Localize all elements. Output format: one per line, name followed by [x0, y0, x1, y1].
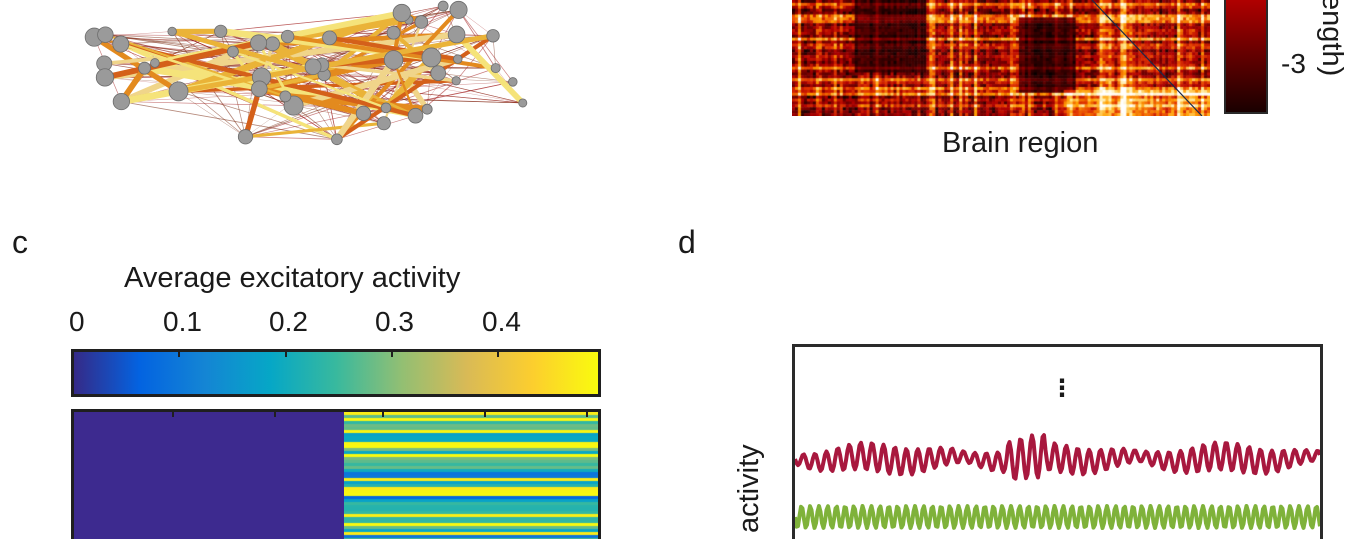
network-node [305, 59, 321, 75]
network-node [393, 4, 410, 21]
panel-b-colorbar-label: ength) [1315, 0, 1348, 76]
colorbar-tick-label-1: 0.1 [163, 306, 202, 338]
network-node [408, 108, 423, 123]
colorbar-tick-mark [497, 352, 499, 357]
network-node [431, 66, 446, 81]
panel-b-colorbar [1224, 0, 1268, 114]
panel-b-colorbar-tick: -3 [1281, 48, 1306, 80]
network-node [96, 69, 113, 86]
network-node [280, 91, 291, 102]
colorbar-tick-label-2: 0.2 [269, 306, 308, 338]
network-node [323, 31, 337, 45]
colorbar-tick-mark [391, 352, 393, 357]
panel-d-y-axis-label: activity [733, 444, 766, 533]
colorbar-tick-label-4: 0.4 [482, 306, 521, 338]
network-node [381, 103, 391, 113]
series-line-red [795, 435, 1320, 479]
network-node [450, 1, 467, 18]
network-node [113, 93, 129, 109]
network-node [150, 59, 159, 68]
heatmap-tick-mark [382, 412, 384, 417]
panel-b-connectivity-matrix [792, 0, 1210, 116]
network-node [266, 37, 280, 51]
heatmap-silent-block [74, 412, 344, 539]
network-node [415, 16, 428, 29]
colorbar-tick-mark [285, 352, 287, 357]
heatmap-active-block [344, 412, 598, 539]
network-node [384, 51, 403, 70]
network-node [422, 48, 441, 67]
network-node [387, 26, 400, 39]
network-node [519, 99, 527, 107]
network-node [453, 55, 462, 64]
heatmap-tick-mark [586, 412, 588, 417]
network-node [250, 35, 266, 51]
network-node [356, 106, 370, 120]
network-node [139, 62, 151, 74]
network-node [438, 1, 448, 11]
network-node [509, 78, 518, 87]
panel-c-activity-heatmap [71, 409, 601, 539]
network-node [332, 134, 343, 145]
network-edge [121, 102, 337, 140]
colorbar-tick-mark [178, 352, 180, 357]
network-node [169, 82, 188, 101]
network-node [215, 25, 227, 37]
heatmap-tick-mark [484, 412, 486, 417]
network-node [238, 130, 252, 144]
network-node [227, 46, 238, 57]
colorbar-tick-label-3: 0.3 [375, 306, 414, 338]
network-node [491, 64, 500, 73]
panel-b-x-axis-label: Brain region [942, 127, 1098, 160]
panel-c-colorbar-title: Average excitatory activity [124, 262, 460, 295]
network-node [98, 27, 114, 43]
diagonal-line [792, 0, 1210, 116]
time-series-plot [795, 347, 1320, 539]
heatmap-tick-mark [172, 412, 174, 417]
brain-network-graph [70, 0, 540, 160]
network-node [251, 81, 267, 97]
panel-c-colorbar [71, 349, 601, 397]
colorbar-tick-label-0: 0 [69, 306, 85, 338]
network-node [168, 27, 177, 36]
network-node [377, 117, 390, 130]
network-strong-edge [457, 34, 523, 103]
heatmap-tick-mark [274, 412, 276, 417]
network-node [422, 104, 432, 114]
network-node [448, 26, 465, 43]
panel-d-plot-area: ⋮ [792, 344, 1323, 539]
network-node [452, 77, 460, 85]
network-node [487, 29, 500, 42]
series-line-green [795, 506, 1320, 528]
network-node [281, 30, 294, 43]
panel-d-letter: d [678, 224, 696, 261]
panel-c-letter: c [12, 224, 28, 261]
panel-a-network-graph [70, 0, 540, 160]
network-node [113, 36, 129, 52]
